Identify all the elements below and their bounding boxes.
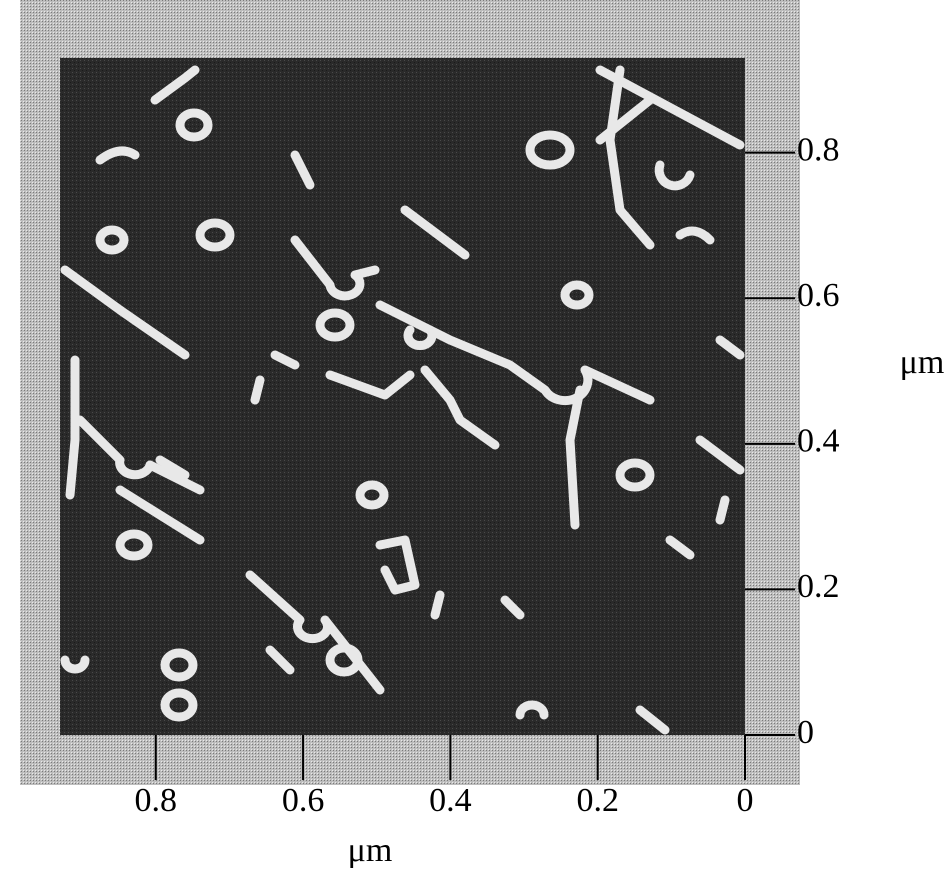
x-axis-label: μm <box>348 832 393 869</box>
x-tick-label: 0.4 <box>429 782 472 819</box>
y-tick-label: 0.8 <box>797 131 840 168</box>
x-tick-label: 0 <box>737 782 754 819</box>
afm-image <box>60 58 745 735</box>
molecules <box>60 65 745 735</box>
x-tick-label: 0.2 <box>576 782 619 819</box>
y-tick-label: 0.4 <box>797 423 840 460</box>
y-tick-label: 0 <box>797 714 814 751</box>
y-tick-label: 0.6 <box>797 277 840 314</box>
y-axis-label: μm <box>900 344 945 381</box>
x-tick-label: 0.6 <box>282 782 325 819</box>
x-tick-label: 0.8 <box>135 782 178 819</box>
y-tick-label: 0.2 <box>797 568 840 605</box>
